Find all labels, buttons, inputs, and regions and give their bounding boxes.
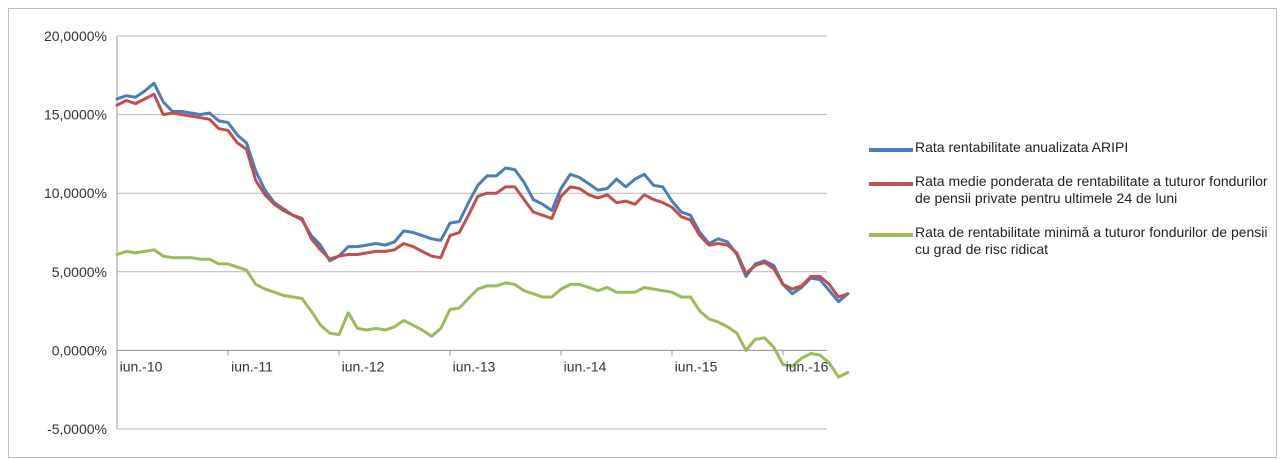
legend-swatch-red [869, 182, 913, 186]
legend-swatch-green [869, 233, 913, 237]
y-tick-label: 0,0000% [52, 342, 107, 358]
chart-frame: 20,0000% 15,0000% 10,0000% 5,0000% 0,0000% -5… [8, 8, 1277, 458]
legend-item-minima: Rata de rentabilitate minimă a tuturor f… [869, 224, 1279, 258]
legend-item-aripi: Rata rentabilitate anualizata ARIPI [869, 139, 1279, 156]
x-tick-label: iun.-16 [786, 358, 829, 374]
x-tick-label: iun.-12 [342, 358, 385, 374]
x-tick-label: iun.-15 [675, 358, 718, 374]
x-tick-label: iun.-14 [564, 358, 607, 374]
legend-label-medie-ponderata: Rata medie ponderata de rentabilitate a … [915, 173, 1268, 206]
series-line-0 [115, 81, 850, 304]
legend-item-medie-ponderata: Rata medie ponderata de rentabilitate a … [869, 173, 1279, 207]
y-tick-label: 15,0000% [44, 107, 107, 123]
legend-swatch-blue [869, 148, 913, 152]
axes [116, 36, 827, 429]
x-tick-label: iun.-10 [120, 358, 163, 374]
legend-label-aripi: Rata rentabilitate anualizata ARIPI [915, 139, 1129, 155]
series-line-2 [115, 248, 850, 379]
series-line-1 [115, 92, 850, 299]
y-tick-label: -5,0000% [47, 421, 107, 437]
x-tick-labels: iun.-10 iun.-11 iun.-12 iun.-13 iun.-14 iun.-… [120, 358, 829, 374]
legend-label-minima: Rata de rentabilitate minimă a tuturor f… [915, 224, 1268, 257]
y-tick-label: 10,0000% [44, 185, 107, 201]
y-tick-labels: 20,0000% 15,0000% 10,0000% 5,0000% 0,0000% -5… [44, 28, 107, 437]
line-chart: 20,0000% 15,0000% 10,0000% 5,0000% 0,0000% -5… [44, 28, 850, 437]
y-tick-label: 5,0000% [52, 264, 107, 280]
series-lines [115, 81, 850, 379]
x-tick-label: iun.-11 [231, 358, 273, 374]
y-tick-label: 20,0000% [44, 28, 107, 44]
legend: Rata rentabilitate anualizata ARIPI Rata… [869, 139, 1279, 275]
x-tick-label: iun.-13 [453, 358, 496, 374]
